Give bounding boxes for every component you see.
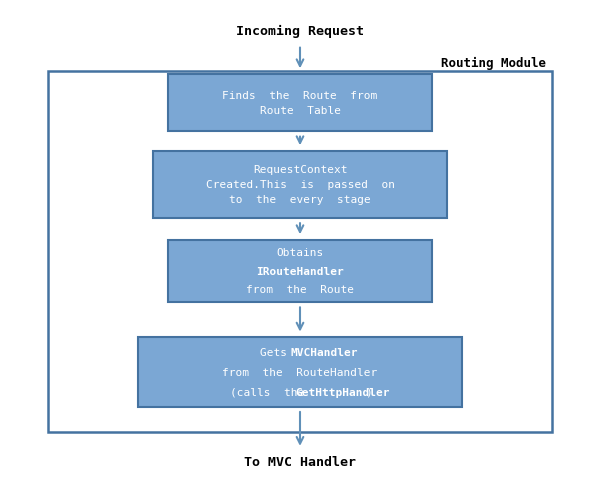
Text: Routing Module: Routing Module (441, 57, 546, 70)
Text: Finds  the  Route  from
Route  Table: Finds the Route from Route Table (223, 91, 377, 116)
Text: Obtains: Obtains (277, 248, 323, 258)
FancyBboxPatch shape (138, 337, 462, 407)
Text: from  the  Route: from the Route (246, 285, 354, 294)
Text: Incoming Request: Incoming Request (236, 24, 364, 38)
FancyBboxPatch shape (168, 240, 432, 302)
Text: MVCHandler: MVCHandler (290, 347, 358, 357)
Text: To MVC Handler: To MVC Handler (244, 455, 356, 468)
FancyBboxPatch shape (153, 151, 447, 218)
Text: Gets: Gets (260, 347, 301, 357)
Text: RequestContext
Created.This  is  passed  on
to  the  every  stage: RequestContext Created.This is passed on… (205, 165, 395, 205)
FancyBboxPatch shape (48, 72, 552, 432)
Text: GetHttpHandler: GetHttpHandler (295, 387, 389, 397)
Text: IRouteHandler: IRouteHandler (256, 266, 344, 276)
Text: ): ) (365, 387, 371, 397)
Text: from  the  RouteHandler: from the RouteHandler (223, 367, 377, 377)
FancyBboxPatch shape (168, 74, 432, 132)
Text: (calls  the: (calls the (230, 387, 318, 397)
